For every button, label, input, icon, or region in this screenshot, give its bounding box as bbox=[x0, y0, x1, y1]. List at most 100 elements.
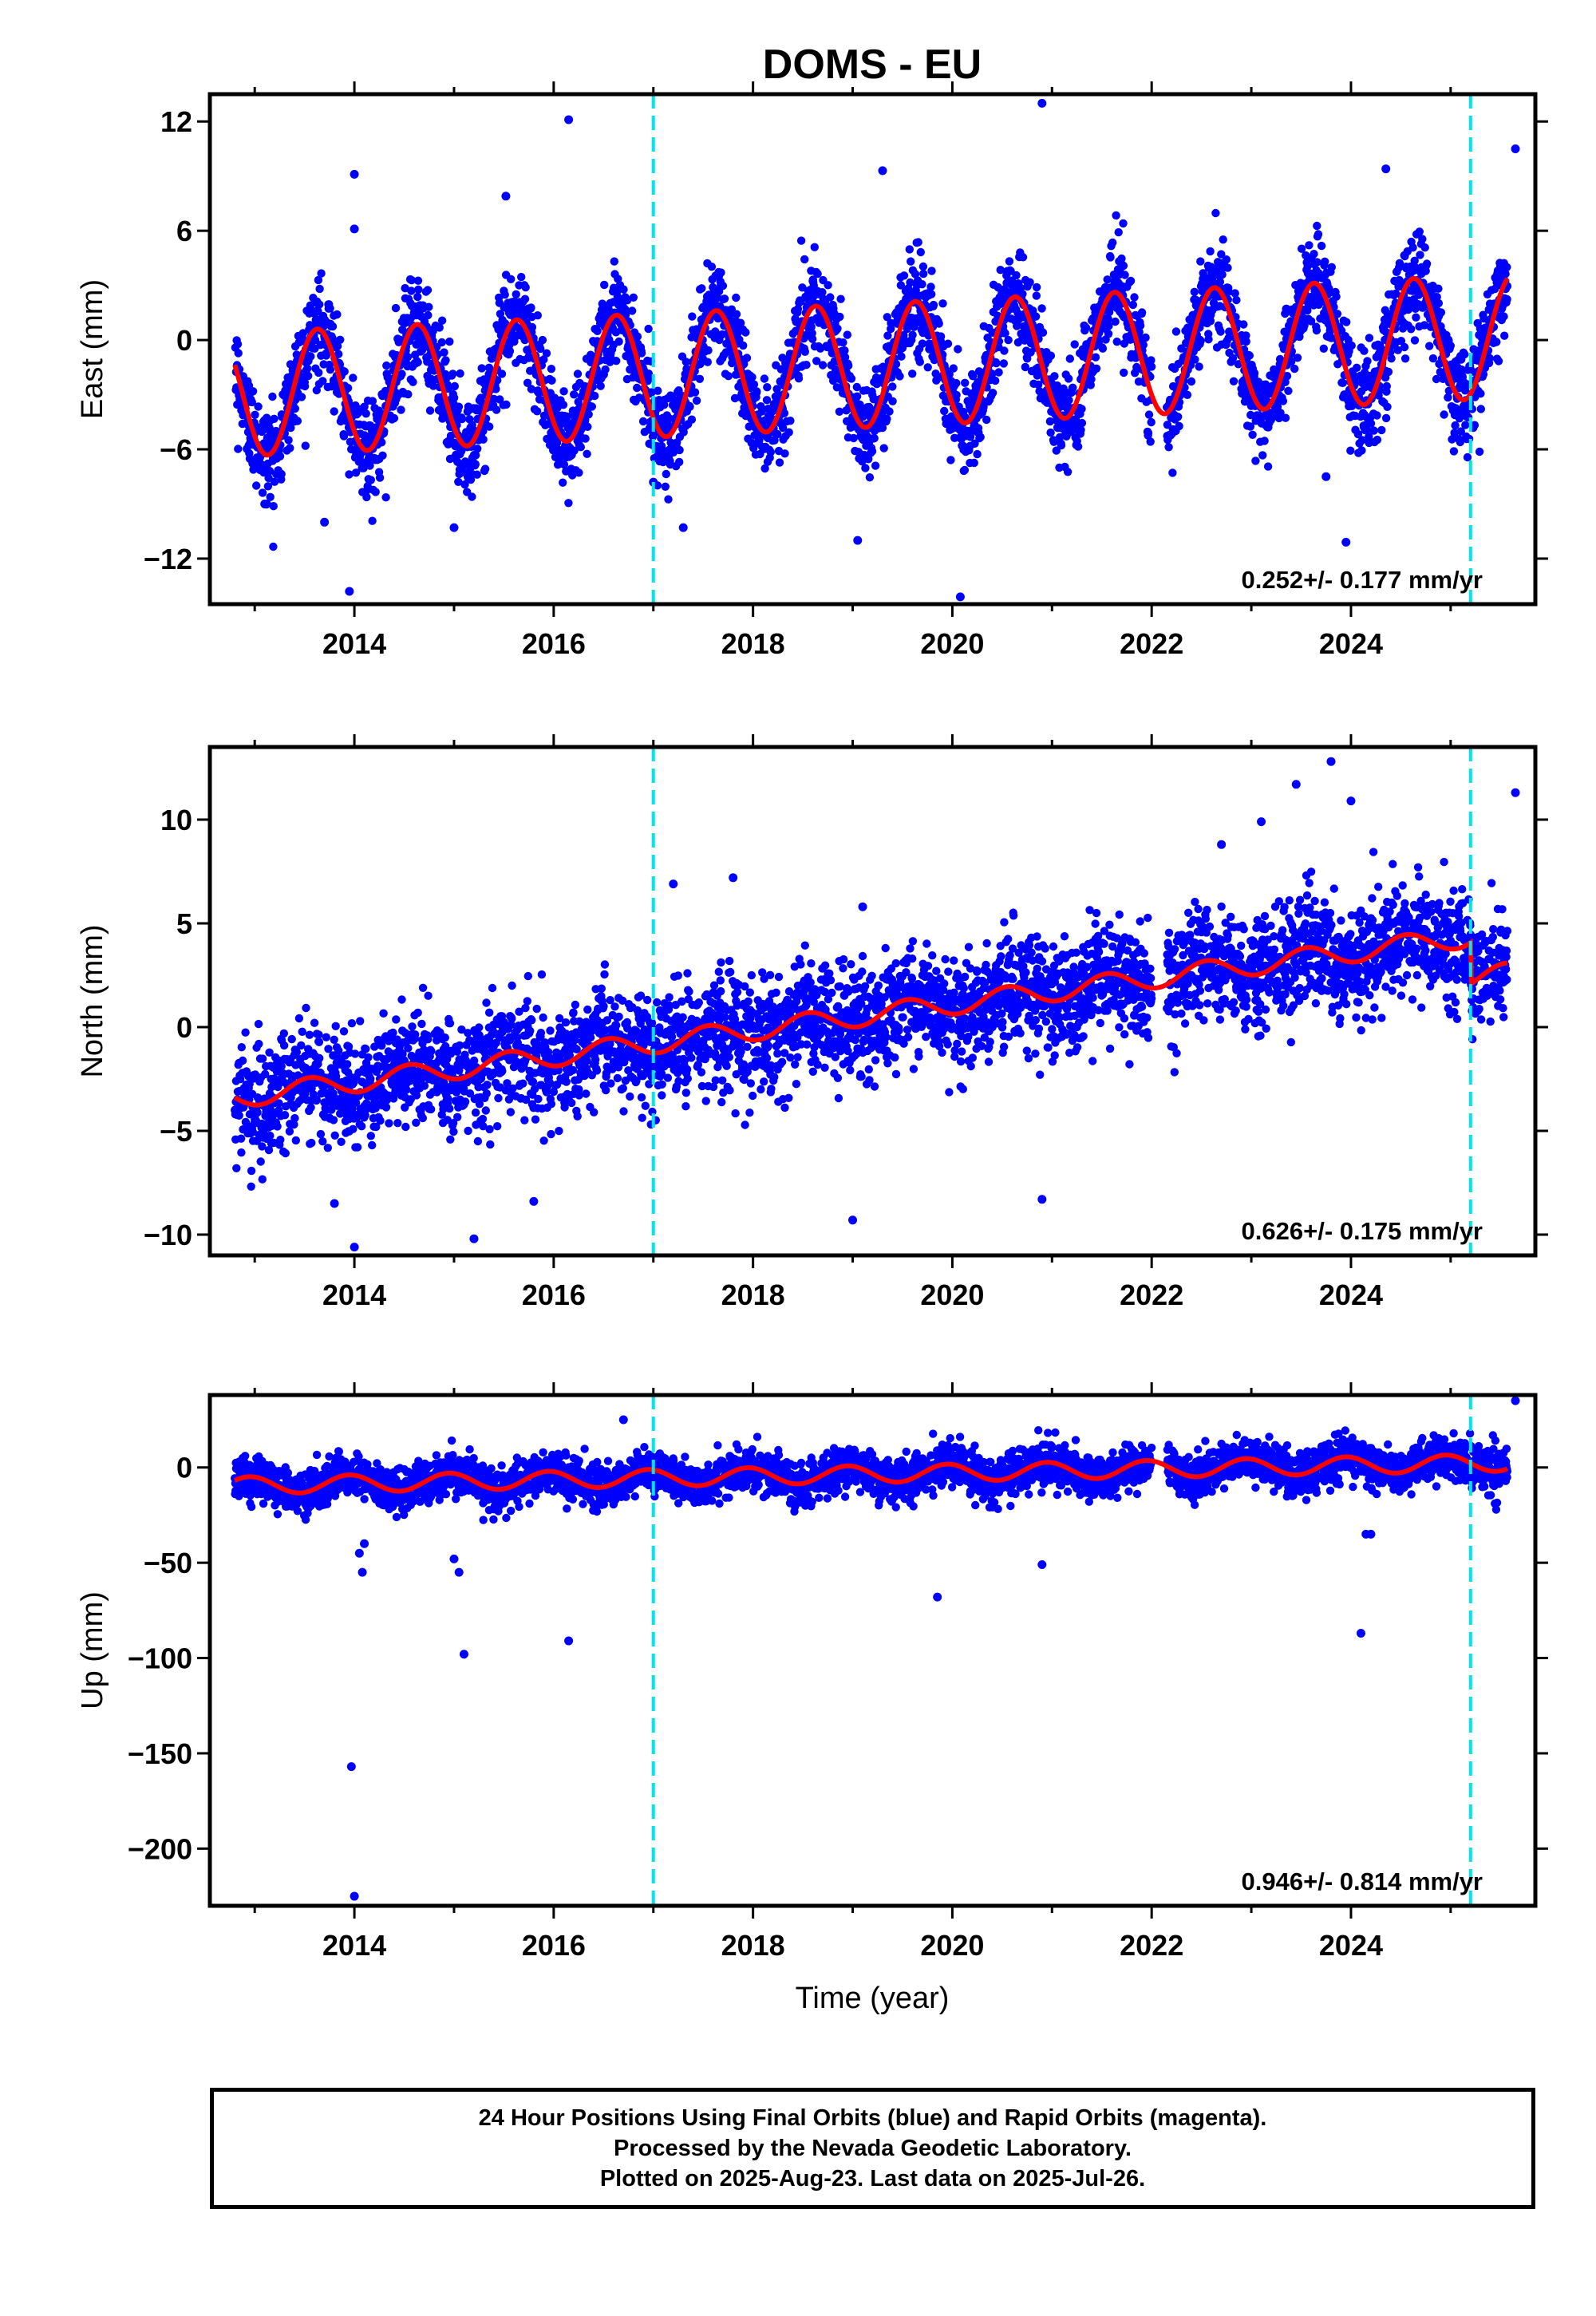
observation-point bbox=[336, 335, 345, 344]
observation-point bbox=[614, 275, 622, 283]
observation-point bbox=[264, 473, 273, 483]
observation-point bbox=[273, 1122, 282, 1131]
observation-point bbox=[333, 310, 342, 319]
observation-point bbox=[297, 393, 306, 401]
observation-point bbox=[1119, 261, 1128, 271]
observation-point bbox=[314, 1030, 323, 1039]
observation-point bbox=[883, 414, 891, 424]
observation-point bbox=[915, 358, 925, 366]
observation-point bbox=[692, 396, 701, 405]
observation-point bbox=[492, 405, 501, 414]
observation-point bbox=[1460, 350, 1469, 359]
observation-point bbox=[573, 370, 583, 378]
observation-point bbox=[1000, 346, 1009, 355]
observation-point bbox=[233, 340, 243, 349]
observation-point bbox=[1242, 331, 1250, 340]
observation-point bbox=[753, 387, 761, 396]
observation-point bbox=[703, 358, 712, 366]
observation-point bbox=[732, 310, 741, 318]
observation-point bbox=[314, 1037, 324, 1047]
observation-point bbox=[946, 456, 955, 464]
observation-point bbox=[593, 326, 602, 335]
observation-point bbox=[1373, 435, 1382, 445]
observation-point bbox=[867, 447, 877, 456]
observation-point bbox=[237, 1043, 246, 1052]
observation-point bbox=[1415, 227, 1424, 236]
observation-point bbox=[473, 1136, 483, 1146]
observation-point bbox=[861, 464, 870, 472]
observation-point bbox=[413, 1008, 422, 1018]
observation-point bbox=[378, 451, 387, 460]
observation-point bbox=[368, 516, 377, 525]
observation-point bbox=[1120, 339, 1129, 348]
observation-point bbox=[1342, 318, 1351, 326]
observation-point bbox=[638, 417, 648, 426]
observation-point bbox=[840, 346, 849, 355]
outlier-point bbox=[260, 499, 270, 508]
observation-point bbox=[927, 267, 936, 275]
observation-point bbox=[361, 1045, 370, 1053]
observation-point bbox=[661, 482, 670, 491]
observation-point bbox=[444, 1094, 452, 1103]
observation-point bbox=[742, 354, 752, 362]
observation-point bbox=[342, 1060, 352, 1069]
observation-point bbox=[564, 499, 573, 508]
observation-point bbox=[1057, 441, 1066, 450]
observation-point bbox=[413, 358, 422, 367]
observation-point bbox=[1461, 421, 1470, 429]
observation-point bbox=[818, 288, 827, 297]
observation-point bbox=[879, 444, 888, 453]
observation-point bbox=[356, 1017, 365, 1026]
observation-point bbox=[397, 995, 406, 1004]
observation-point bbox=[286, 423, 295, 433]
observation-point bbox=[762, 396, 772, 405]
observation-point bbox=[1346, 446, 1355, 455]
observation-point bbox=[1485, 354, 1494, 362]
observation-point bbox=[1130, 293, 1139, 302]
observation-point bbox=[1321, 257, 1329, 266]
observation-point bbox=[279, 1029, 288, 1038]
observation-point bbox=[471, 1108, 480, 1117]
observation-point bbox=[1432, 374, 1441, 384]
observation-point bbox=[330, 1131, 339, 1140]
observation-point bbox=[277, 1061, 286, 1071]
observation-point bbox=[648, 432, 658, 441]
x-tick-label: 2014 bbox=[322, 627, 386, 660]
observation-point bbox=[1408, 243, 1417, 252]
outlier-point bbox=[955, 592, 965, 602]
observation-point bbox=[448, 370, 457, 378]
observation-point bbox=[449, 1127, 458, 1136]
observation-point bbox=[1242, 337, 1250, 346]
observation-point bbox=[870, 434, 879, 443]
observation-point bbox=[1052, 446, 1061, 455]
observation-point bbox=[1217, 250, 1226, 259]
observation-point bbox=[1319, 344, 1329, 353]
chart-title: DOMS - EU bbox=[763, 41, 982, 88]
observation-point bbox=[629, 293, 638, 302]
observation-point bbox=[502, 400, 511, 409]
observation-point bbox=[654, 386, 662, 395]
observation-point bbox=[802, 361, 811, 370]
observation-point bbox=[1206, 317, 1215, 326]
observation-point bbox=[664, 495, 673, 504]
observation-point bbox=[1204, 335, 1213, 344]
observation-point bbox=[559, 401, 568, 409]
observation-point bbox=[865, 473, 875, 482]
observation-point bbox=[301, 441, 310, 450]
observation-point bbox=[1373, 411, 1381, 420]
outlier-point bbox=[678, 523, 688, 532]
outlier-point bbox=[320, 517, 330, 527]
observation-point bbox=[1004, 335, 1013, 345]
observation-point bbox=[1070, 340, 1079, 349]
outlier-point bbox=[350, 224, 359, 234]
observation-point bbox=[949, 364, 958, 373]
observation-point bbox=[449, 393, 459, 402]
observation-point bbox=[1087, 375, 1096, 384]
observation-point bbox=[485, 1008, 494, 1018]
observation-point bbox=[1104, 322, 1113, 330]
observation-point bbox=[1284, 386, 1293, 395]
observation-point bbox=[996, 266, 1005, 275]
observation-point bbox=[824, 281, 832, 290]
observation-point bbox=[482, 998, 491, 1007]
